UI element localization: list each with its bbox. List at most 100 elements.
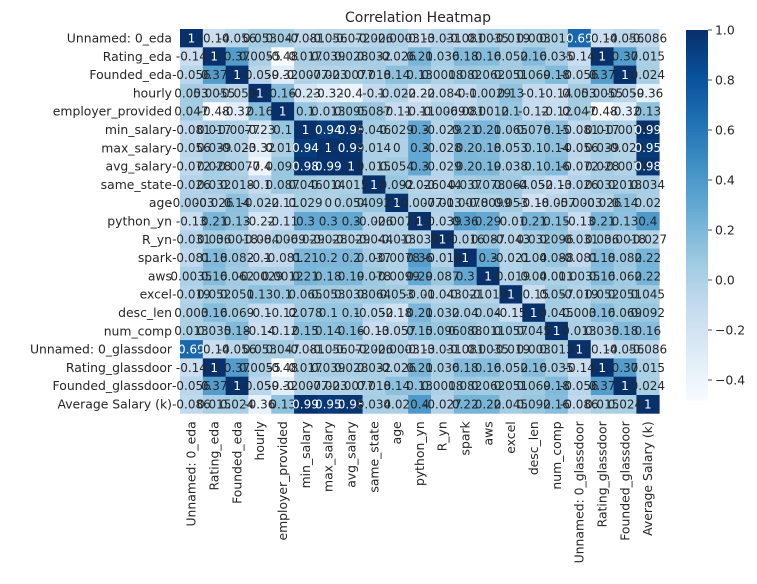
- heatmap-cell: [294, 376, 318, 396]
- cell-annotation: 0.092: [380, 178, 414, 192]
- cell-annotation: 0.3: [319, 214, 338, 228]
- cell-annotation: 0.053: [494, 196, 528, 210]
- cell-annotation: -0.32: [222, 105, 253, 119]
- heatmap-cell: [613, 120, 637, 140]
- heatmap-cell: [248, 358, 272, 378]
- cell-annotation: -0.056: [172, 141, 211, 155]
- cell-annotation: 0.082: [448, 379, 482, 393]
- cell-annotation: 0.039: [311, 361, 345, 375]
- cell-annotation: -0.072: [172, 159, 211, 173]
- cell-annotation: 0.21: [292, 269, 319, 283]
- heatmap-cell: [316, 248, 341, 268]
- heatmap-cell: [271, 395, 295, 414]
- heatmap-cell: [567, 395, 592, 414]
- cell-annotation: 0.14: [315, 324, 342, 338]
- heatmap-cell: [271, 358, 295, 378]
- cell-annotation: -0.12: [267, 306, 298, 320]
- colorbar-segment: [686, 57, 708, 62]
- cell-annotation: 0.14: [612, 196, 639, 210]
- heatmap-cell: [225, 193, 249, 213]
- heatmap-cell: [339, 358, 363, 378]
- heatmap-cell: [180, 230, 204, 249]
- heatmap-cell: [271, 248, 295, 268]
- heatmap-cell: [431, 248, 455, 268]
- colorbar-segment: [686, 134, 708, 139]
- colorbar-segment: [686, 338, 708, 343]
- cell-annotation: 0.047: [266, 342, 300, 356]
- heatmap-cell: [590, 248, 614, 268]
- heatmap-cell: [271, 65, 295, 85]
- cell-annotation: 0.2: [456, 141, 475, 155]
- heatmap-cell: [431, 212, 455, 231]
- cell-annotation: -0.052: [514, 178, 553, 192]
- cell-annotation: -0.0029: [465, 86, 511, 100]
- colorbar-segment: [686, 248, 708, 253]
- heatmap-cell: [408, 212, 432, 231]
- heatmap-cell: [202, 395, 227, 414]
- heatmap-cell: [248, 303, 272, 323]
- x-tick-label: Unnamed: 0_eda: [184, 421, 199, 526]
- colorbar-segment: [686, 153, 708, 158]
- cell-annotation: -0.056: [560, 68, 599, 82]
- heatmap-cell: [476, 340, 500, 359]
- y-tick-label: spark: [138, 250, 173, 265]
- cell-annotation: 0.13: [224, 214, 251, 228]
- heatmap-cell: [271, 83, 295, 103]
- heatmap-cell: [180, 395, 204, 414]
- heatmap-cell: [362, 29, 386, 48]
- cell-annotation: -0.32: [267, 68, 298, 82]
- heatmap-cell: [408, 321, 432, 341]
- heatmap-cell: [339, 102, 363, 121]
- cell-annotation: 1: [598, 361, 606, 375]
- cell-annotation: 0.3: [296, 214, 315, 228]
- colorbar-segment: [686, 159, 708, 164]
- colorbar-segment: [686, 252, 708, 256]
- cell-annotation: 0.14: [383, 379, 410, 393]
- cell-annotation: -0.021: [446, 288, 485, 302]
- heatmap-cell: [499, 102, 523, 121]
- cell-annotation: -0.027: [423, 397, 462, 411]
- heatmap-cell: [567, 175, 592, 195]
- cell-annotation: -0.14: [564, 361, 595, 375]
- cell-annotation: -0.072: [332, 342, 371, 356]
- x-tick-label: Rating_glassdoor: [594, 420, 609, 527]
- cell-annotation: 0.13: [247, 288, 274, 302]
- cell-annotation: 0.065: [494, 123, 528, 137]
- heatmap-cell: [362, 340, 386, 359]
- heatmap-cell: [590, 102, 614, 121]
- heatmap-cell: [476, 266, 500, 286]
- cell-annotation: -0.023: [218, 141, 257, 155]
- cell-annotation: 1: [553, 324, 561, 338]
- heatmap-cell: [385, 230, 409, 249]
- heatmap-cell: [202, 248, 227, 268]
- heatmap-cell: [248, 340, 272, 359]
- colorbar-segment: [686, 141, 708, 145]
- heatmap-cell: [476, 193, 500, 213]
- heatmap-cell: [294, 285, 318, 304]
- colorbar-tick-label: −0.2: [715, 322, 745, 337]
- cell-annotation: -0.1: [248, 178, 271, 192]
- cell-annotation: 0.1: [319, 306, 338, 320]
- heatmap-cell: [202, 303, 227, 323]
- heatmap-cell: [408, 230, 432, 249]
- colorbar-segment: [686, 147, 708, 151]
- heatmap-cell: [590, 47, 614, 66]
- cell-annotation: -0.01: [495, 214, 526, 228]
- heatmap-cell: [294, 175, 318, 195]
- cell-annotation: 0.013: [562, 324, 596, 338]
- cell-annotation: 0.16: [543, 159, 570, 173]
- cell-annotation: -0.13: [541, 178, 572, 192]
- cell-annotation: -0.11: [381, 105, 412, 119]
- colorbar-segment: [686, 171, 708, 176]
- cell-annotation: 0.045: [494, 397, 528, 411]
- cell-annotation: 0.053: [243, 31, 277, 45]
- y-tick-label: age: [149, 195, 172, 210]
- cell-annotation: 0.017: [197, 123, 231, 137]
- heatmap-cell: [248, 212, 272, 231]
- cell-annotation: 0.045: [631, 288, 665, 302]
- cell-annotation: 0.13: [634, 105, 661, 119]
- cell-annotation: -0.0078: [442, 196, 488, 210]
- heatmap-cell: [499, 266, 523, 286]
- colorbar-segment: [686, 137, 708, 142]
- heatmap-cell: [294, 358, 318, 378]
